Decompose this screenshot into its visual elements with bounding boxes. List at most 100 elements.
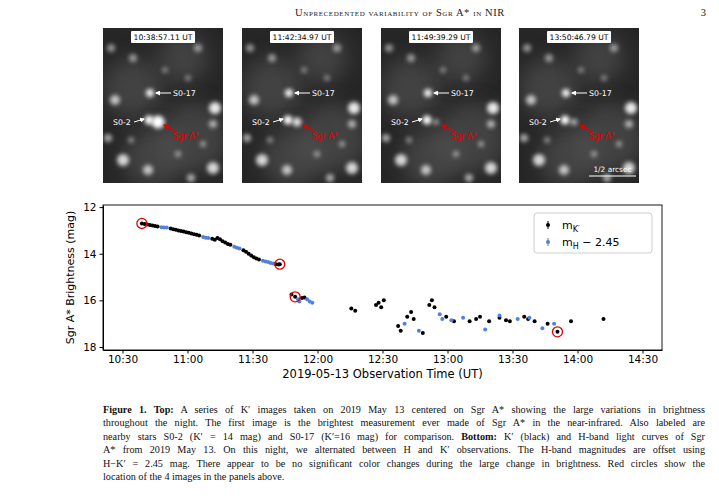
figure-caption: Figure 1. Top: A series of K′ images tak… xyxy=(103,403,705,483)
data-point xyxy=(430,298,434,302)
data-point xyxy=(349,307,353,311)
x-tick-label: 14:30 xyxy=(628,353,658,365)
data-point xyxy=(546,322,550,326)
image-panel: 13:50:46.79 UTS0-17S0-2Sgr A*1/2 arcsec xyxy=(519,28,644,188)
legend-swatch xyxy=(546,240,550,244)
data-point xyxy=(427,303,431,307)
timestamp: 11:42:34.97 UT xyxy=(273,33,332,42)
data-point xyxy=(165,225,169,229)
star xyxy=(424,89,432,97)
arrow xyxy=(550,119,560,122)
x-tick: 13:00 xyxy=(433,350,463,365)
data-point xyxy=(278,262,282,266)
star xyxy=(463,75,469,81)
data-point xyxy=(197,234,201,238)
legend-swatch xyxy=(546,223,550,227)
star xyxy=(209,120,217,128)
data-point xyxy=(412,317,416,321)
target-label: Sgr A* xyxy=(589,131,615,141)
star xyxy=(603,174,611,182)
image-time-circle xyxy=(137,218,147,228)
arrow xyxy=(412,119,422,122)
caption-bold: Top: xyxy=(147,404,174,415)
star xyxy=(406,137,412,143)
x-tick-label: 10:30 xyxy=(108,353,138,365)
image-panel: 11:49:39.29 UTS0-17S0-2Sgr A* xyxy=(381,28,506,188)
caption-text: A series of K′ images taken on 2019 May … xyxy=(174,404,705,415)
chart: 10:3011:0011:3012:0012:3013:0013:3014:00… xyxy=(64,201,663,381)
legend: mK′mH − 2.45 xyxy=(534,213,652,253)
data-point xyxy=(552,322,556,326)
data-point xyxy=(474,317,478,321)
arrow xyxy=(295,93,310,94)
target-label: Sgr A* xyxy=(451,131,477,141)
data-point xyxy=(508,319,512,323)
data-point xyxy=(468,319,472,323)
star xyxy=(601,75,607,81)
star xyxy=(407,54,415,62)
running-head: Unprecedented variability of Sgr A* in N… xyxy=(295,7,505,18)
image-panel: 11:42:34.97 UTS0-17S0-2Sgr A* xyxy=(242,28,367,188)
star xyxy=(533,154,545,166)
x-tick: 11:30 xyxy=(238,350,268,365)
image-time-circle xyxy=(290,292,300,302)
plot-area xyxy=(103,205,662,350)
caption-line: nearby stars S0-2 (K′ = 14 mag) and S0-1… xyxy=(103,430,705,443)
caption-line: throughout the night. The first image is… xyxy=(103,416,705,429)
star xyxy=(249,95,259,105)
data-point xyxy=(417,329,421,333)
x-tick: 13:30 xyxy=(498,350,528,365)
x-tick: 12:00 xyxy=(303,350,333,365)
star xyxy=(395,154,407,166)
star xyxy=(348,120,356,128)
star xyxy=(440,67,446,73)
data-point xyxy=(444,315,448,319)
star xyxy=(388,95,398,105)
x-axis-title: 2019-05-13 Observation Time (UT) xyxy=(282,367,482,381)
timestamp-box xyxy=(270,31,334,43)
star xyxy=(385,44,393,52)
x-tick: 12:30 xyxy=(368,350,398,365)
star xyxy=(285,89,293,97)
star xyxy=(185,75,191,81)
caption-text: nearby stars S0-2 (K′ = 14 mag) and S0-1… xyxy=(103,431,461,442)
sgr-a-star xyxy=(293,118,302,127)
y-tick-label: 18 xyxy=(83,341,96,353)
image-panel: 10:38:57.11 UTS0-17S0-2Sgr A* xyxy=(103,28,228,188)
arrow xyxy=(134,119,144,122)
star xyxy=(423,116,432,125)
data-point xyxy=(522,315,526,319)
data-point xyxy=(403,322,407,326)
x-tick: 11:00 xyxy=(173,350,203,365)
star xyxy=(117,154,129,166)
diffuse-glow xyxy=(103,58,163,118)
data-point xyxy=(438,312,442,316)
star xyxy=(333,44,341,52)
data-point xyxy=(206,236,210,240)
diffuse-glow xyxy=(242,58,302,118)
data-point xyxy=(440,317,444,321)
star xyxy=(175,151,181,157)
data-point xyxy=(555,330,559,334)
star xyxy=(246,44,254,52)
star-label: S0-17 xyxy=(173,89,196,98)
caption-line: Figure 1. Top: A series of K′ images tak… xyxy=(103,403,705,416)
y-tick-label: 12 xyxy=(83,201,96,213)
legend-box xyxy=(534,213,652,253)
data-point xyxy=(483,327,487,331)
data-point xyxy=(377,301,381,305)
y-tick-mark xyxy=(100,254,104,255)
data-point xyxy=(310,301,314,305)
star xyxy=(104,134,112,142)
data-point xyxy=(238,247,242,251)
scale-bar xyxy=(589,175,636,176)
caption-bold: Figure 1. xyxy=(103,404,147,415)
y-tick-label: 14 xyxy=(83,248,97,260)
data-point xyxy=(498,313,502,317)
target-label: Sgr A* xyxy=(173,131,199,141)
y-tick-mark xyxy=(100,300,104,301)
data-point xyxy=(228,243,232,247)
star xyxy=(162,67,168,73)
data-point xyxy=(461,316,465,320)
data-point xyxy=(409,310,413,314)
